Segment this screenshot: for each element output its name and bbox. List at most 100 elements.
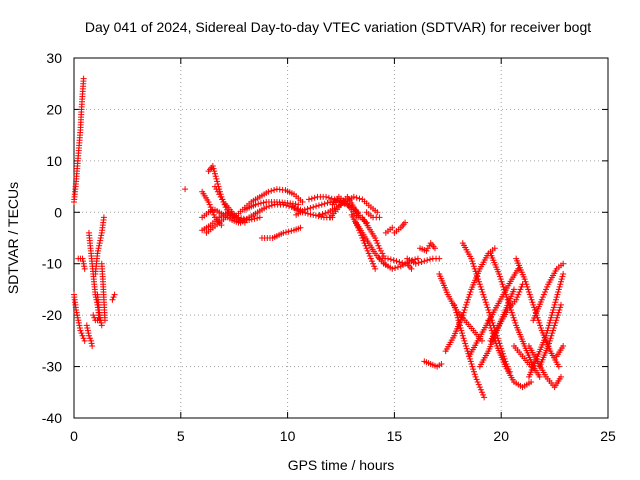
data-point [350,193,357,200]
data-point [110,294,117,301]
data-point [205,199,212,205]
data-point [526,291,533,298]
data-point [96,242,103,249]
data-point [550,304,557,311]
data-point [515,291,522,298]
data-point [551,322,558,329]
data-point [414,255,421,262]
data-point [97,237,104,244]
data-point [462,343,469,349]
data-point [213,186,220,193]
y-tick-label: 30 [46,50,62,66]
data-point [459,332,466,339]
data-point [553,294,560,301]
data-point [463,345,470,352]
data-point [98,319,105,326]
data-point [502,291,509,298]
data-point [424,245,431,252]
data-point [368,258,375,265]
data-point [454,314,461,321]
data-point [363,245,370,252]
data-point [525,289,532,295]
data-point [73,309,80,316]
data-point [365,250,372,257]
data-point [240,215,247,222]
data-point [75,317,82,324]
data-point [246,217,253,223]
data-point [530,301,537,308]
data-point [481,394,488,401]
data-point [549,327,556,334]
data-point [557,281,564,288]
data-point [424,257,431,264]
data-point [359,235,366,241]
data-point [83,322,90,329]
data-point [75,319,82,326]
data-point [547,335,554,342]
data-point [211,170,218,177]
data-point [295,201,302,208]
data-point [423,247,430,254]
data-point [260,199,267,206]
data-point [473,376,480,383]
data-point [84,327,91,334]
data-point [265,188,272,195]
data-point [254,215,261,222]
data-point [543,332,550,339]
data-point [468,361,475,367]
data-point [436,255,443,262]
data-point [324,199,331,206]
data-point [472,373,479,380]
data-point [467,358,474,365]
data-point [458,327,465,334]
data-point [372,265,379,272]
data-point [286,203,293,210]
data-point [360,237,367,244]
data-point [74,314,81,321]
data-point [222,204,229,211]
data-point [511,317,518,324]
data-point [257,200,264,207]
data-point [328,195,335,202]
data-point [501,286,508,293]
data-point [227,212,234,219]
data-point [452,307,459,313]
data-point [375,242,382,249]
data-point [537,322,544,329]
data-point [536,319,543,326]
data-point [80,75,87,82]
data-point [464,296,471,303]
data-point [84,325,91,331]
data-point [431,245,438,252]
data-point [263,204,270,211]
data-point [555,309,562,316]
data-point [468,255,475,262]
data-point [224,211,231,218]
data-point [517,286,524,293]
axis-ticks [73,57,609,419]
data-point [87,335,94,342]
data-point [80,335,87,342]
data-point [387,256,394,263]
x-tick-label: 15 [387,428,403,444]
data-point [457,325,464,331]
data-point [96,312,103,319]
data-point [356,227,363,234]
data-point [478,286,485,293]
data-point [549,330,556,337]
data-point [97,235,104,241]
data-point [553,296,560,303]
data-point [545,322,552,329]
data-point [525,286,532,293]
data-point [331,196,338,203]
data-point [536,373,543,380]
data-point [463,301,470,308]
data-point [516,289,523,295]
data-point [546,319,553,326]
data-point [310,211,317,218]
data-point [555,286,562,293]
data-point [548,332,555,339]
data-point [550,325,557,331]
data-point [467,289,474,295]
